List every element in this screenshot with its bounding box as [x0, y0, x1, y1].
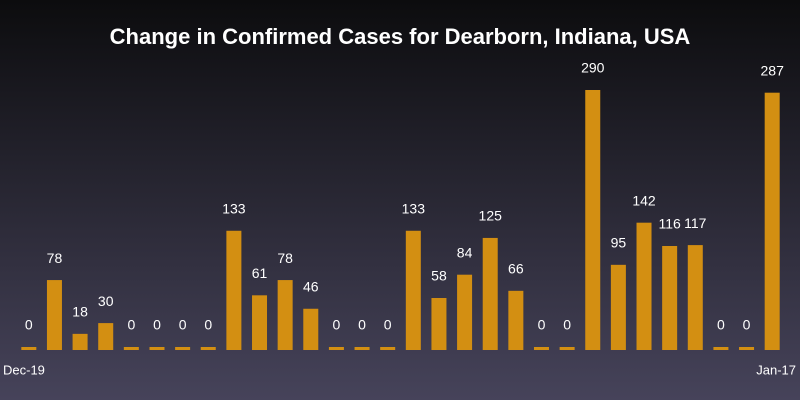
bar	[175, 347, 191, 350]
bar	[354, 347, 370, 350]
bar	[277, 280, 293, 350]
value-label: 0	[563, 317, 571, 333]
bar	[585, 90, 601, 350]
bar	[662, 246, 678, 350]
bar	[431, 298, 447, 350]
bar	[380, 347, 396, 350]
value-label: 0	[743, 317, 751, 333]
x-tick-label: Dec-19	[3, 362, 45, 377]
value-label: 0	[204, 317, 212, 333]
value-label: 142	[632, 192, 656, 208]
value-label: 61	[252, 265, 268, 281]
bar	[226, 230, 242, 350]
value-label: 0	[153, 317, 161, 333]
bar	[713, 347, 729, 350]
value-label: 0	[538, 317, 546, 333]
x-tick-label: Jan-17	[756, 362, 796, 377]
value-label: 0	[717, 317, 725, 333]
bar	[149, 347, 165, 350]
bar	[72, 333, 88, 350]
bar	[610, 264, 626, 350]
value-label: 46	[303, 278, 319, 294]
bar	[508, 290, 524, 350]
value-label: 116	[658, 216, 681, 232]
bar	[457, 274, 473, 350]
bar	[559, 347, 575, 350]
bar	[200, 347, 216, 350]
value-label: 117	[684, 215, 707, 231]
value-label: 125	[479, 208, 503, 224]
bar	[303, 308, 319, 350]
value-label: 30	[98, 293, 114, 309]
bar	[405, 230, 421, 350]
bar	[533, 347, 549, 350]
value-label: 0	[127, 317, 135, 333]
value-label: 287	[761, 62, 785, 78]
value-label: 84	[457, 244, 473, 260]
value-label: 0	[25, 317, 33, 333]
bar	[764, 92, 780, 351]
bar	[739, 347, 755, 350]
bar	[252, 295, 268, 350]
value-label: 66	[508, 261, 524, 277]
value-label: 58	[431, 268, 447, 284]
bar	[687, 245, 703, 350]
value-label: 95	[611, 235, 627, 251]
value-label: 18	[72, 304, 88, 320]
value-label: 133	[402, 200, 426, 216]
bar	[46, 280, 62, 350]
value-label: 0	[333, 317, 341, 333]
value-label: 290	[581, 60, 605, 76]
value-label: 78	[277, 250, 293, 266]
value-label: 0	[384, 317, 392, 333]
bar	[328, 347, 344, 350]
value-label: 78	[47, 250, 63, 266]
bar	[123, 347, 139, 350]
value-label: 0	[358, 317, 366, 333]
bar	[636, 222, 652, 350]
bar	[98, 323, 114, 350]
bar	[21, 347, 37, 350]
bar	[482, 237, 498, 350]
value-label: 133	[222, 200, 246, 216]
chart-title: Change in Confirmed Cases for Dearborn, …	[110, 24, 691, 49]
value-label: 0	[179, 317, 187, 333]
